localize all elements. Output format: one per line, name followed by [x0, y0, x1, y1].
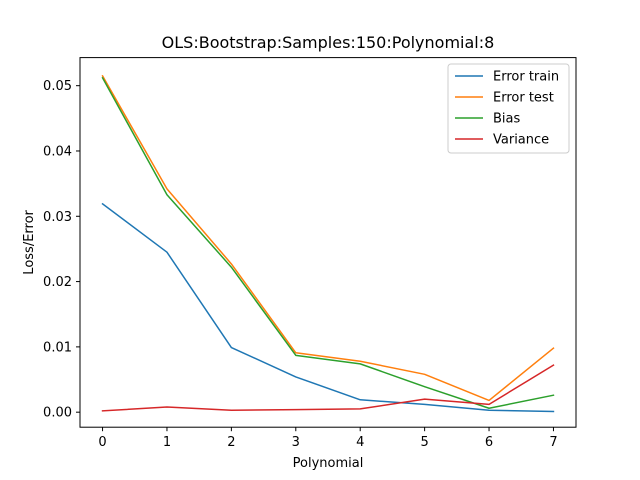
y-axis: 0.00 0.01 0.02 0.03 0.04 0.05 [43, 79, 80, 421]
x-tick-label: 1 [163, 435, 171, 450]
y-axis-label: Loss/Error [22, 209, 37, 274]
x-tick-label: 5 [420, 435, 428, 450]
x-tick-label: 3 [292, 435, 300, 450]
x-axis: 0 1 2 3 4 5 6 7 [98, 427, 558, 450]
y-tick-label: 0.01 [43, 340, 72, 355]
legend-label-bias: Bias [493, 112, 520, 127]
series-line-variance [101, 364, 555, 412]
legend-label-error-train: Error train [493, 70, 559, 85]
y-tick-label: 0.05 [43, 79, 72, 94]
x-axis-label: Polynomial [293, 456, 364, 471]
x-tick-label: 2 [227, 435, 235, 450]
legend: Error train Error test Bias Variance [447, 63, 570, 154]
chart-title: OLS:Bootstrap:Samples:150:Polynomial:8 [162, 33, 495, 52]
y-tick-label: 0.02 [43, 275, 72, 290]
series-line-bias [101, 76, 555, 410]
y-tick-label: 0.03 [43, 210, 72, 225]
series-line-error-train [101, 202, 555, 413]
legend-box [447, 63, 570, 154]
x-tick-label: 7 [549, 435, 557, 450]
y-tick-label: 0.04 [43, 144, 72, 159]
legend-label-variance: Variance [493, 133, 549, 148]
x-tick-label: 0 [98, 435, 106, 450]
plot-frame [79, 57, 577, 428]
y-tick-label: 0.00 [43, 406, 72, 421]
x-tick-label: 4 [356, 435, 364, 450]
series-layer [101, 74, 555, 413]
legend-label-error-test: Error test [493, 91, 554, 106]
x-tick-label: 6 [485, 435, 493, 450]
series-line-error-test [101, 74, 555, 402]
